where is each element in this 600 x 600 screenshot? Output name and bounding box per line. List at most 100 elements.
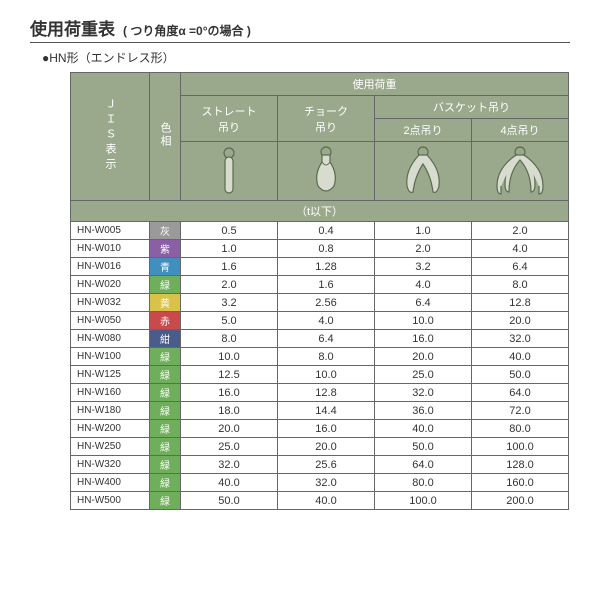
unit-row: （t以下）	[71, 201, 569, 222]
cell-value: 6.4	[278, 330, 375, 348]
cell-value: 32.0	[278, 474, 375, 492]
icon-basket2	[375, 142, 472, 201]
cell-jis: HN-W400	[71, 474, 150, 492]
cell-color: 緑	[150, 366, 181, 384]
hdr-basket: バスケット吊り	[375, 96, 569, 119]
cell-value: 12.8	[278, 384, 375, 402]
cell-color: 緑	[150, 492, 181, 510]
table-row: HN-W400緑40.032.080.0160.0	[71, 474, 569, 492]
cell-jis: HN-W125	[71, 366, 150, 384]
cell-value: 1.28	[278, 258, 375, 276]
icon-straight	[181, 142, 278, 201]
hdr-load: 使用荷重	[181, 73, 569, 96]
cell-value: 20.0	[375, 348, 472, 366]
icon-basket4	[472, 142, 569, 201]
cell-value: 2.56	[278, 294, 375, 312]
table-row: HN-W125緑12.510.025.050.0	[71, 366, 569, 384]
table-row: HN-W032黄3.22.566.412.8	[71, 294, 569, 312]
cell-color: 緑	[150, 420, 181, 438]
cell-color: 緑	[150, 402, 181, 420]
subtitle: ●HN形（エンドレス形）	[42, 49, 570, 66]
cell-value: 3.2	[375, 258, 472, 276]
cell-value: 3.2	[181, 294, 278, 312]
cell-value: 12.8	[472, 294, 569, 312]
cell-value: 4.0	[472, 240, 569, 258]
title-sub: ( つり角度α =0°の場合 )	[123, 22, 251, 39]
cell-value: 40.0	[375, 420, 472, 438]
icon-choke	[278, 142, 375, 201]
cell-color: 黄	[150, 294, 181, 312]
cell-value: 10.0	[181, 348, 278, 366]
cell-value: 1.6	[181, 258, 278, 276]
cell-value: 14.4	[278, 402, 375, 420]
cell-value: 40.0	[278, 492, 375, 510]
cell-value: 0.5	[181, 222, 278, 240]
cell-jis: HN-W100	[71, 348, 150, 366]
cell-value: 32.0	[181, 456, 278, 474]
cell-value: 18.0	[181, 402, 278, 420]
cell-value: 128.0	[472, 456, 569, 474]
cell-jis: HN-W320	[71, 456, 150, 474]
table-row: HN-W500緑50.040.0100.0200.0	[71, 492, 569, 510]
cell-color: 紺	[150, 330, 181, 348]
cell-value: 5.0	[181, 312, 278, 330]
cell-jis: HN-W032	[71, 294, 150, 312]
cell-color: 赤	[150, 312, 181, 330]
table-row: HN-W080紺8.06.416.032.0	[71, 330, 569, 348]
cell-color: 青	[150, 258, 181, 276]
cell-jis: HN-W080	[71, 330, 150, 348]
cell-jis: HN-W020	[71, 276, 150, 294]
cell-jis: HN-W010	[71, 240, 150, 258]
title-main: 使用荷重表	[30, 15, 115, 40]
cell-value: 10.0	[278, 366, 375, 384]
cell-value: 0.4	[278, 222, 375, 240]
cell-value: 6.4	[375, 294, 472, 312]
cell-value: 2.0	[181, 276, 278, 294]
cell-value: 0.8	[278, 240, 375, 258]
cell-value: 2.0	[472, 222, 569, 240]
cell-value: 40.0	[472, 348, 569, 366]
cell-color: 紫	[150, 240, 181, 258]
unit-cell: （t以下）	[71, 201, 569, 222]
cell-color: 緑	[150, 276, 181, 294]
cell-jis: HN-W160	[71, 384, 150, 402]
cell-value: 32.0	[375, 384, 472, 402]
table-row: HN-W320緑32.025.664.0128.0	[71, 456, 569, 474]
table-row: HN-W180緑18.014.436.072.0	[71, 402, 569, 420]
hdr-basket4: 4点吊り	[472, 119, 569, 142]
cell-value: 1.0	[375, 222, 472, 240]
cell-value: 20.0	[472, 312, 569, 330]
cell-jis: HN-W200	[71, 420, 150, 438]
cell-value: 64.0	[472, 384, 569, 402]
cell-value: 8.0	[278, 348, 375, 366]
cell-value: 80.0	[375, 474, 472, 492]
cell-value: 16.0	[375, 330, 472, 348]
cell-value: 16.0	[278, 420, 375, 438]
cell-jis: HN-W500	[71, 492, 150, 510]
table-body: HN-W005灰0.50.41.02.0HN-W010紫1.00.82.04.0…	[71, 222, 569, 510]
cell-value: 25.0	[375, 366, 472, 384]
cell-value: 72.0	[472, 402, 569, 420]
cell-value: 8.0	[472, 276, 569, 294]
hdr-straight: ストレート吊り	[181, 96, 278, 142]
cell-value: 6.4	[472, 258, 569, 276]
cell-value: 4.0	[375, 276, 472, 294]
cell-value: 50.0	[181, 492, 278, 510]
table-row: HN-W016青1.61.283.26.4	[71, 258, 569, 276]
hdr-jis: ＪＩＳ表示	[71, 73, 150, 201]
table-row: HN-W010紫1.00.82.04.0	[71, 240, 569, 258]
cell-value: 20.0	[181, 420, 278, 438]
table-row: HN-W200緑20.016.040.080.0	[71, 420, 569, 438]
cell-value: 160.0	[472, 474, 569, 492]
title-row: 使用荷重表 ( つり角度α =0°の場合 )	[30, 15, 570, 43]
cell-value: 50.0	[472, 366, 569, 384]
cell-value: 25.0	[181, 438, 278, 456]
cell-color: 緑	[150, 384, 181, 402]
cell-value: 80.0	[472, 420, 569, 438]
cell-jis: HN-W016	[71, 258, 150, 276]
cell-value: 1.0	[181, 240, 278, 258]
cell-jis: HN-W180	[71, 402, 150, 420]
cell-value: 36.0	[375, 402, 472, 420]
cell-color: 緑	[150, 438, 181, 456]
load-table: ＪＩＳ表示 色相 使用荷重 ストレート吊り チョーク吊り バスケット吊り 2点吊…	[70, 72, 569, 510]
